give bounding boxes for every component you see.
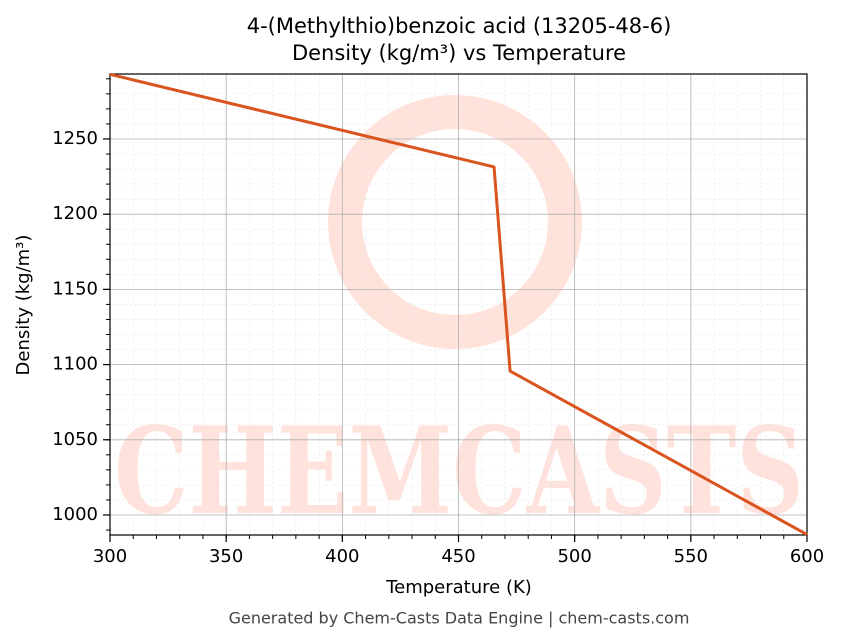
y-tick-label: 1050: [52, 429, 98, 450]
x-tick-label: 400: [325, 546, 359, 567]
chart-title: 4-(Methylthio)benzoic acid (13205-48-6): [247, 14, 672, 38]
x-tick-label: 300: [93, 546, 127, 567]
y-tick-label: 1000: [52, 504, 98, 525]
x-tick-label: 550: [674, 546, 708, 567]
x-tick-label: 350: [209, 546, 243, 567]
y-tick-label: 1150: [52, 278, 98, 299]
chart-subtitle: Density (kg/m³) vs Temperature: [292, 41, 626, 65]
y-tick-label: 1200: [52, 203, 98, 224]
x-axis-label: Temperature (K): [385, 577, 532, 598]
data-line: [109, 72, 808, 536]
plot-frame: [109, 73, 808, 536]
y-axis-label: Density (kg/m³): [13, 235, 34, 376]
y-tick-label: 1250: [52, 128, 98, 149]
footer: Generated by Chem-Casts Data Engine | ch…: [229, 609, 690, 628]
x-tick-label: 500: [557, 546, 591, 567]
watermark: CHEMCASTS: [114, 401, 804, 542]
y-tick-label: 1100: [52, 354, 98, 375]
x-tick-label: 600: [790, 546, 824, 567]
watermark-logo: [328, 95, 582, 349]
x-tick-label: 450: [441, 546, 475, 567]
